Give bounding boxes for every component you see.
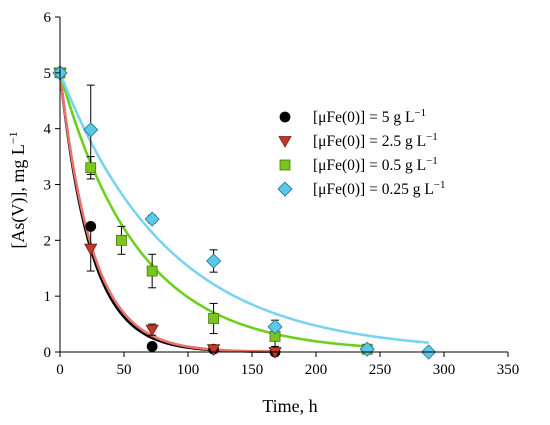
fit-curve-series-1: [58, 72, 276, 354]
x-tick-label: 100: [177, 362, 200, 378]
data-point-series-3: [116, 234, 127, 246]
legend-label-main: [μFe(0)] = 5 g L: [313, 109, 414, 126]
data-point-series-3: [208, 313, 220, 324]
data-markers: [52, 65, 437, 360]
y-tick-label: 5: [44, 66, 52, 82]
y-axis-title: [As(V)], mg L−1: [6, 131, 29, 248]
data-point-series-4: [206, 253, 222, 269]
x-tick-label: 350: [497, 362, 520, 378]
legend-marker-series-2: [278, 136, 292, 148]
x-tick-label: 150: [241, 362, 264, 378]
data-point-series-4: [267, 319, 283, 335]
fit-curve-series-4: [58, 72, 429, 344]
legend-label-series-3: [μFe(0)] = 0.5 g L−1: [313, 155, 438, 174]
legend-label-series-4: [μFe(0)] = 0.25 g L−1: [313, 179, 446, 198]
data-point-series-2: [145, 324, 159, 337]
data-point-series-3: [85, 162, 97, 174]
legend-label-main: [μFe(0)] = 0.5 g L: [313, 157, 426, 174]
x-axis-title: Time, h: [262, 396, 317, 416]
data-point-series-1: [146, 341, 158, 352]
legend-label-series-2: [μFe(0)] = 2.5 g L−1: [313, 131, 438, 150]
legend: [μFe(0)] = 5 g L−1[μFe(0)] = 2.5 g L−1[μ…: [277, 107, 446, 198]
x-tick-label: 300: [433, 362, 456, 378]
legend-marker-series-1: [279, 111, 291, 123]
legend-label-superscript: −1: [414, 107, 426, 119]
x-tick-label: 200: [305, 362, 328, 378]
data-point-series-1: [85, 220, 97, 232]
x-tick-label: 0: [56, 362, 64, 378]
data-point-series-3: [146, 265, 158, 277]
data-point-series-4: [144, 211, 160, 227]
y-tick-label: 3: [44, 178, 52, 194]
legend-label-series-1: [μFe(0)] = 5 g L−1: [313, 107, 426, 126]
y-tick-label: 2: [44, 233, 52, 249]
legend-marker-series-3: [279, 159, 291, 171]
fit-curve-series-2: [58, 72, 276, 353]
legend-marker-series-4: [277, 181, 293, 197]
y-tick-label: 4: [44, 122, 52, 138]
y-tick-label: 1: [44, 289, 52, 305]
legend-label-main: [μFe(0)] = 0.25 g L: [313, 181, 434, 198]
data-point-series-2: [268, 347, 282, 359]
legend-label-superscript: −1: [426, 155, 438, 167]
tick-labels: 0 50 100 150 200 250 300 350 0 1 2 3 4 5 6: [44, 10, 520, 378]
x-tick-label: 50: [117, 362, 132, 378]
legend-label-superscript: −1: [426, 131, 438, 143]
y-axis-title-superscript: −1: [6, 131, 20, 144]
legend-label-main: [μFe(0)] = 2.5 g L: [313, 133, 426, 150]
data-point-series-2: [84, 243, 98, 256]
data-point-series-4: [83, 122, 99, 138]
y-axis-title-main: [As(V)], mg L: [8, 144, 29, 248]
y-tick-label: 6: [44, 10, 52, 26]
axes: [55, 16, 509, 357]
legend-label-superscript: −1: [434, 179, 446, 191]
y-tick-label: 0: [44, 345, 52, 361]
data-point-series-2: [206, 344, 221, 357]
data-point-series-4: [359, 341, 375, 357]
x-tick-label: 250: [369, 362, 392, 378]
